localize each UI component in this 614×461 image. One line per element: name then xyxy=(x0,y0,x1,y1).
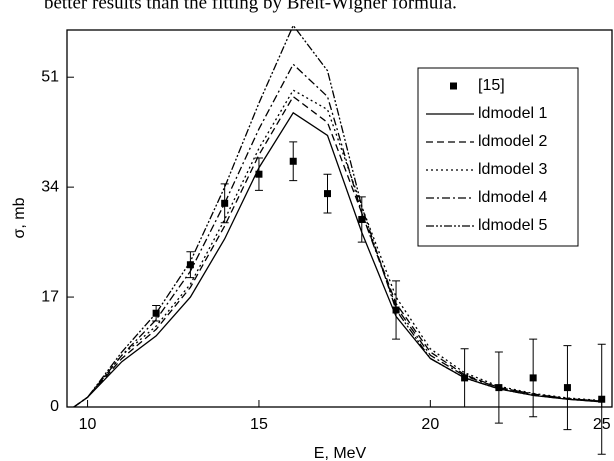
data-point xyxy=(563,384,571,392)
legend-label: ldmodel 3 xyxy=(478,161,547,178)
x-tick-label: 10 xyxy=(79,416,97,433)
legend-label: [15] xyxy=(478,77,505,94)
model-curve xyxy=(73,24,602,408)
y-tick-label: 17 xyxy=(41,288,59,305)
model-curve xyxy=(73,89,602,408)
y-tick-label: 34 xyxy=(41,178,59,195)
legend-box xyxy=(417,67,579,247)
data-point xyxy=(255,170,263,178)
x-axis-label: E, MeV xyxy=(314,445,367,461)
data-point xyxy=(152,309,160,317)
data-point xyxy=(186,261,194,269)
data-point xyxy=(495,384,503,392)
data-point xyxy=(392,306,400,314)
legend-label: ldmodel 4 xyxy=(478,189,547,206)
x-tick-label: 15 xyxy=(250,416,268,433)
y-axis-label: σ, mb xyxy=(11,197,28,238)
caption-fragment: better results than the fitting by Breit… xyxy=(44,0,457,13)
legend-label: ldmodel 5 xyxy=(478,217,547,234)
plot-frame xyxy=(66,29,613,408)
model-curve xyxy=(73,63,602,408)
legend-label: ldmodel 2 xyxy=(478,133,547,150)
data-point xyxy=(529,374,537,382)
legend-marker xyxy=(450,82,457,90)
data-point xyxy=(221,199,229,207)
data-point xyxy=(289,157,297,165)
legend-label: ldmodel 1 xyxy=(478,105,547,122)
data-point xyxy=(324,190,332,198)
y-tick-label: 0 xyxy=(50,398,59,415)
data-point xyxy=(358,215,366,223)
data-point xyxy=(598,395,606,403)
y-tick-label: 51 xyxy=(41,68,59,85)
x-tick-label: 20 xyxy=(421,416,439,433)
